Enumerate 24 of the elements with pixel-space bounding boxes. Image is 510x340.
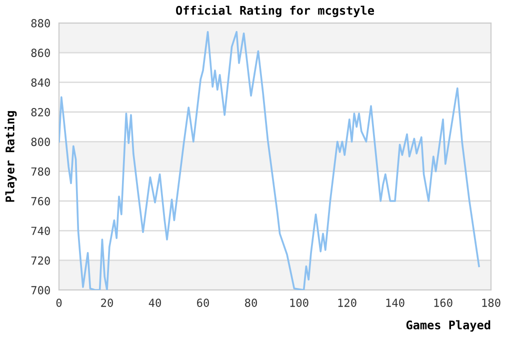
x-tick-label: 60	[197, 298, 209, 307]
y-tick-label: 860	[31, 48, 50, 58]
y-tick-label: 780	[31, 167, 50, 176]
y-tick-label: 840	[31, 78, 50, 87]
x-tick-label: 100	[290, 298, 308, 307]
y-tick-label: 820	[31, 108, 50, 116]
line-series	[59, 30, 480, 290]
chart-title: Official Rating for mcgstyle	[176, 5, 374, 18]
y-axis-title: Player Rating	[4, 111, 17, 202]
x-tick-label: 120	[338, 298, 356, 307]
x-tick-label: 80	[245, 298, 257, 307]
x-tick-label: 20	[101, 298, 113, 307]
x-tick-label: 40	[148, 298, 161, 307]
y-tick-label: 760	[31, 197, 50, 206]
x-tick-label: 0	[56, 298, 62, 307]
x-tick-label: 180	[482, 298, 500, 307]
y-tick-label: 720	[31, 256, 50, 265]
y-tick-label: 880	[31, 19, 50, 28]
y-tick-label: 740	[31, 226, 50, 236]
x-axis-title: Games Played	[406, 320, 490, 332]
y-tick-label: 800	[31, 138, 50, 146]
x-tick-label: 160	[434, 298, 452, 307]
y-tick-label: 700	[31, 286, 50, 294]
x-tick-label: 140	[386, 298, 404, 307]
